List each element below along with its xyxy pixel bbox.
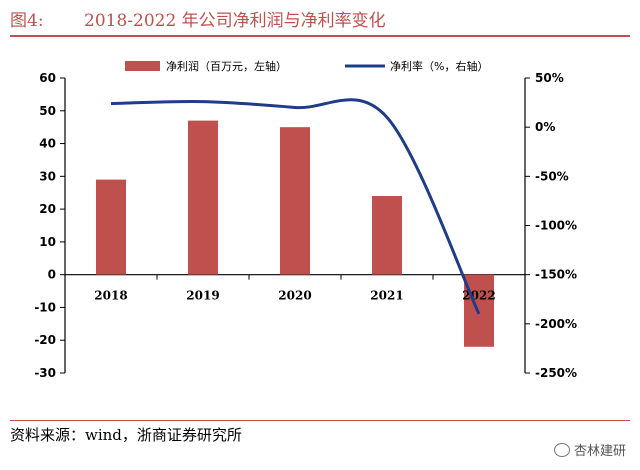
figure-title-text: 2018-2022 年公司净利润与净利率变化 xyxy=(84,11,386,31)
left-tick-label: 20 xyxy=(39,202,56,216)
category-label: 2022 xyxy=(462,289,495,303)
category-label: 2021 xyxy=(370,289,403,303)
profit-bar xyxy=(96,179,126,275)
right-tick-label: 0% xyxy=(535,120,555,134)
source-divider xyxy=(10,420,630,421)
left-tick-label: 60 xyxy=(39,71,56,85)
left-tick-label: -20 xyxy=(34,333,56,347)
figure-title: 图4: 2018-2022 年公司净利润与净利率变化 xyxy=(10,6,386,31)
legend-line-label: 净利率（%，右轴） xyxy=(390,59,488,73)
right-tick-label: -100% xyxy=(535,219,577,233)
right-tick-label: -150% xyxy=(535,268,577,282)
left-tick-label: -30 xyxy=(34,366,56,380)
right-tick-label: 50% xyxy=(535,71,564,85)
profit-bar xyxy=(188,120,218,275)
net-margin-line xyxy=(110,98,481,315)
right-tick-label: -200% xyxy=(535,317,577,331)
left-tick-label: 40 xyxy=(39,137,56,151)
right-tick-label: -50% xyxy=(535,169,569,183)
left-tick-label: 30 xyxy=(39,169,56,183)
figure-number: 图4: xyxy=(10,11,44,31)
left-tick-label: 0 xyxy=(48,268,56,282)
left-tick-label: 50 xyxy=(39,104,56,118)
wechat-icon xyxy=(553,442,570,457)
category-label: 2019 xyxy=(186,289,219,303)
left-tick-label: 10 xyxy=(39,235,56,249)
watermark-text: 杏林建研 xyxy=(573,444,626,459)
profit-bar xyxy=(372,196,402,275)
right-tick-label: -250% xyxy=(535,366,577,380)
category-label: 2018 xyxy=(94,289,127,303)
source-note: 资料来源：wind，浙商证券研究所 xyxy=(10,426,242,444)
category-label: 2020 xyxy=(278,289,311,303)
legend-bar-swatch xyxy=(125,61,160,71)
legend-bar-label: 净利润（百万元，左轴） xyxy=(166,59,287,73)
left-tick-label: -10 xyxy=(34,300,56,314)
title-divider xyxy=(10,35,630,37)
profit-bar xyxy=(280,127,310,275)
watermark: 杏林建研 xyxy=(553,440,626,459)
